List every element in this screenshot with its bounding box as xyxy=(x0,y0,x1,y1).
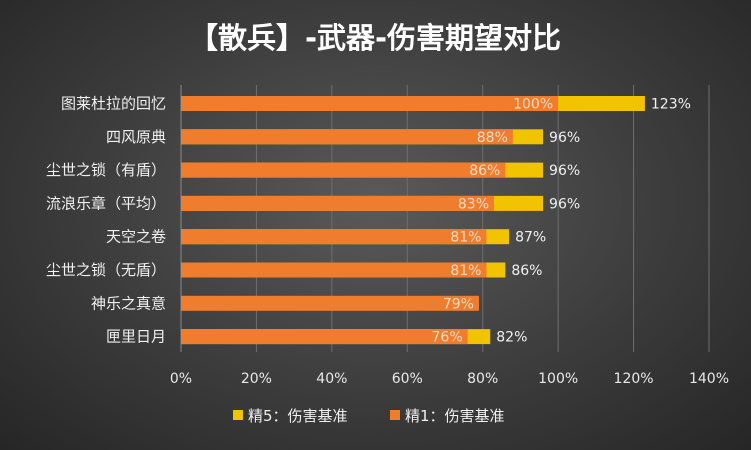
bar-refine1 xyxy=(181,229,487,245)
category-label: 天空之卷 xyxy=(106,228,166,246)
category-label: 匣里日月 xyxy=(106,328,166,346)
data-label-refine1: 86% xyxy=(469,163,500,179)
x-tick-label: 20% xyxy=(241,371,272,387)
data-label-refine5: 96% xyxy=(549,163,580,179)
bar-refine1 xyxy=(181,162,506,178)
x-tick-label: 0% xyxy=(170,371,192,387)
bar-refine1 xyxy=(181,295,479,311)
legend-label-refine5: 精5：伤害基准 xyxy=(248,407,348,425)
data-label-refine5: 123% xyxy=(651,97,691,113)
data-label-refine1: 100% xyxy=(513,97,553,113)
bar-refine1 xyxy=(181,129,513,145)
data-label-refine5: 96% xyxy=(549,130,580,146)
data-label-refine1: 76% xyxy=(432,330,463,346)
legend-swatch-refine5 xyxy=(233,410,243,420)
x-tick-label: 140% xyxy=(689,371,729,387)
x-tick-label: 120% xyxy=(614,371,654,387)
category-label: 流浪乐章（平均） xyxy=(46,194,166,212)
legend: 精5：伤害基准 精1：伤害基准 xyxy=(233,407,505,425)
data-label-refine1: 88% xyxy=(477,130,508,146)
data-label-refine5: 86% xyxy=(511,263,542,279)
x-tick-label: 40% xyxy=(316,371,347,387)
category-label: 尘世之锁（无盾） xyxy=(46,261,166,279)
label-layer: 0% 20% 40% 60% 80% 100% 120% 140% 图莱杜拉的回忆 100% 123… xyxy=(46,95,729,388)
data-label-refine5: 82% xyxy=(496,330,527,346)
data-label-refine1: 83% xyxy=(458,196,489,212)
data-label-refine1: 81% xyxy=(450,263,481,279)
category-label: 四风原典 xyxy=(106,128,166,146)
category-label: 图莱杜拉的回忆 xyxy=(61,95,166,113)
data-label-refine5: 96% xyxy=(549,196,580,212)
data-label-refine5: 87% xyxy=(515,230,546,246)
chart-title: 【散兵】-武器-伤害期望对比 xyxy=(189,21,561,55)
bar-refine1 xyxy=(181,329,468,345)
x-tick-label: 80% xyxy=(467,371,498,387)
x-tick-label: 100% xyxy=(538,371,578,387)
data-label-refine1: 81% xyxy=(450,230,481,246)
bar-refine1 xyxy=(181,262,487,278)
bar-layer xyxy=(181,96,645,345)
legend-swatch-refine1 xyxy=(390,410,400,420)
bar-refine1 xyxy=(181,195,495,211)
category-label: 神乐之真意 xyxy=(91,294,166,312)
category-label: 尘世之锁（有盾） xyxy=(46,161,166,179)
bar-refine1 xyxy=(181,96,559,111)
data-label-refine1: 79% xyxy=(443,296,474,312)
legend-label-refine1: 精1：伤害基准 xyxy=(405,407,505,425)
x-tick-label: 60% xyxy=(392,371,423,387)
